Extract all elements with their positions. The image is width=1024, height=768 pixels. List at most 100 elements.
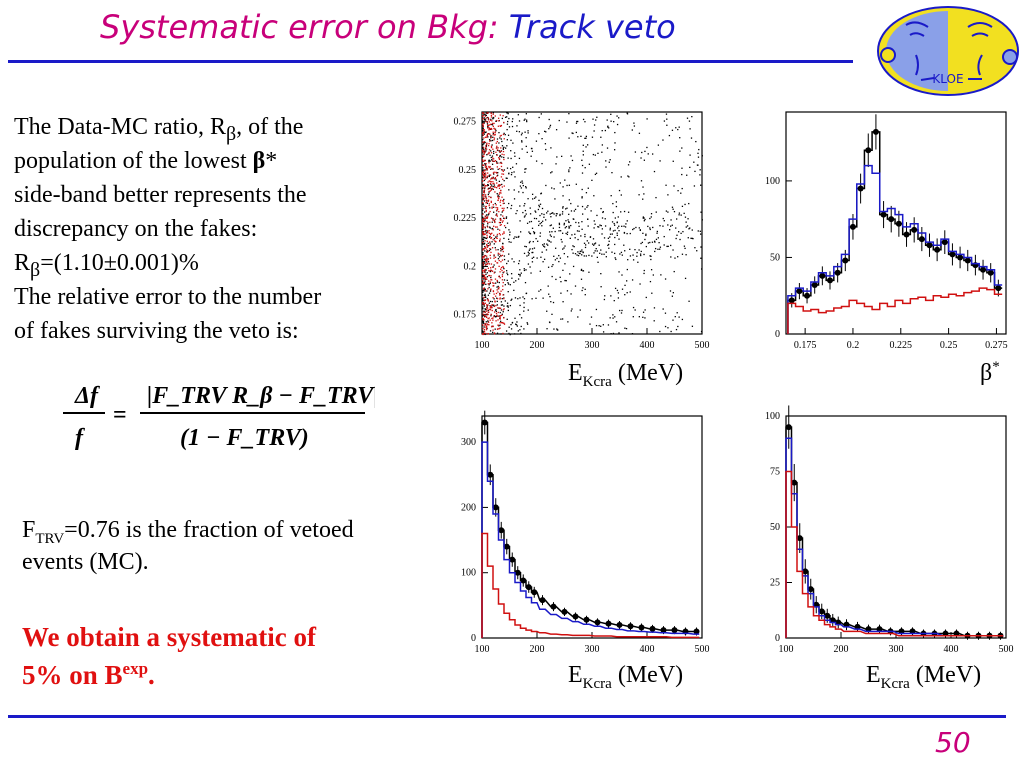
scatter-point — [499, 150, 501, 153]
scatter-point — [489, 257, 492, 259]
scatter-point — [499, 162, 501, 164]
error-formula: Δf f = |F_TRV R_β − F_TRV| (1 − F_TRV) — [63, 383, 375, 451]
scatter-point — [632, 259, 635, 261]
scatter-point — [490, 196, 492, 199]
scatter-point — [489, 305, 491, 307]
scatter-point — [500, 304, 503, 306]
scatter-point — [484, 333, 486, 336]
scatter-point — [593, 227, 595, 229]
scatter-point — [587, 242, 590, 244]
scatter-point — [624, 294, 626, 296]
scatter-point — [486, 260, 488, 263]
scatter-point — [493, 264, 495, 266]
scatter-point — [484, 119, 486, 121]
scatter-point — [482, 330, 484, 332]
scatter-point — [548, 127, 550, 130]
scatter-point — [500, 138, 502, 140]
scatter-point — [497, 147, 499, 149]
scatter-point — [493, 225, 495, 227]
scatter-point — [484, 184, 487, 187]
scatter-point — [679, 137, 681, 139]
scatter-point — [490, 136, 492, 139]
scatter-point — [597, 226, 599, 228]
scatter-point — [516, 321, 518, 323]
scatter-point — [499, 297, 501, 299]
scatter-point — [490, 233, 492, 235]
scatter-point — [484, 194, 487, 196]
scatter-point — [647, 153, 649, 155]
scatter-point — [614, 217, 616, 219]
scatter-point — [510, 299, 512, 301]
scatter-point — [522, 296, 524, 298]
scatter-point — [485, 174, 487, 176]
scatter-point — [618, 117, 620, 119]
scatter-point — [485, 323, 487, 325]
scatter-point — [666, 245, 668, 248]
scatter-point — [499, 316, 501, 318]
scatter-point — [589, 236, 592, 238]
scatter-point — [485, 199, 487, 201]
scatter-point — [482, 171, 484, 173]
scatter-point — [601, 228, 604, 230]
scatter-point — [541, 207, 544, 210]
scatter-point — [482, 262, 485, 264]
scatter-point — [524, 131, 526, 133]
scatter-point — [662, 308, 664, 310]
scatter-point — [699, 230, 701, 232]
scatter-point — [642, 216, 644, 218]
scatter-point — [570, 224, 572, 227]
scatter-point — [538, 133, 540, 135]
scatter-point — [673, 270, 675, 273]
scatter-point — [620, 251, 623, 254]
y-tick-label: 100 — [461, 568, 476, 579]
y-tick-label: 0 — [775, 633, 780, 644]
scatter-point — [526, 322, 528, 324]
scatter-point — [482, 266, 484, 268]
scatter-point — [489, 190, 491, 192]
scatter-point — [524, 171, 526, 173]
scatter-point — [492, 266, 495, 268]
scatter-point — [497, 168, 499, 170]
scatter-point — [598, 325, 600, 327]
scatter-point — [485, 264, 487, 266]
scatter-point — [671, 224, 673, 226]
scatter-point — [623, 225, 625, 227]
scatter-point — [624, 284, 626, 287]
scatter-point — [494, 240, 496, 242]
scatter-point — [524, 118, 526, 120]
scatter-point — [497, 254, 499, 256]
scatter-point — [605, 256, 607, 258]
scatter-point — [654, 250, 656, 253]
scatter-point — [521, 182, 524, 184]
scatter-point — [649, 241, 651, 244]
data-point — [824, 612, 831, 619]
scatter-point — [482, 159, 484, 161]
scatter-point — [500, 255, 502, 257]
scatter-point — [518, 235, 520, 238]
scatter-point — [496, 289, 498, 291]
scatter-point — [565, 232, 567, 235]
scatter-point — [575, 221, 577, 224]
scatter-point — [501, 207, 503, 210]
scatter-point — [626, 220, 628, 222]
scatter-point — [688, 202, 690, 205]
data-point — [796, 288, 803, 295]
scatter-point — [489, 140, 491, 142]
data-point — [520, 577, 527, 584]
scatter-point — [645, 296, 647, 299]
scatter-point — [493, 152, 495, 155]
y-tick-label: 0.275 — [454, 117, 477, 128]
scatter-point — [493, 284, 495, 287]
scatter-point — [485, 150, 487, 152]
scatter-point — [482, 150, 485, 153]
scatter-point — [497, 291, 499, 293]
scatter-point — [482, 274, 484, 277]
scatter-point — [689, 166, 691, 169]
scatter-point — [685, 254, 687, 256]
scatter-point — [506, 318, 508, 320]
scatter-point — [568, 221, 570, 224]
scatter-point — [499, 224, 501, 226]
scatter-point — [556, 257, 558, 260]
scatter-point — [494, 256, 497, 259]
scatter-point — [537, 240, 539, 242]
